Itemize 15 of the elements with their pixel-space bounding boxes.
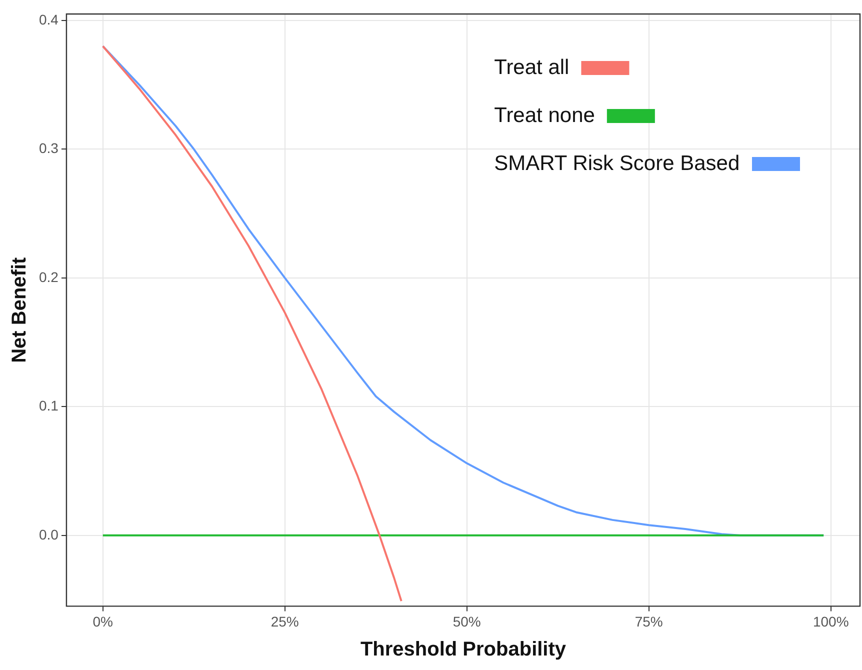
x-axis-title: Threshold Probability bbox=[360, 638, 567, 661]
legend-label: Treat none bbox=[494, 104, 595, 127]
x-tick-label: 25% bbox=[270, 613, 299, 630]
y-tick-label: 0.2 bbox=[38, 268, 59, 285]
x-tick-label: 50% bbox=[452, 613, 481, 630]
x-tick-label: 0% bbox=[92, 613, 113, 630]
x-tick-label: 75% bbox=[634, 613, 663, 630]
legend-label: Treat all bbox=[494, 56, 570, 79]
legend-label: SMART Risk Score Based bbox=[494, 152, 740, 175]
x-tick-label: 100% bbox=[812, 613, 849, 630]
y-tick-label: 0.4 bbox=[38, 11, 59, 28]
y-axis-title: Net Benefit bbox=[8, 256, 31, 363]
y-tick-label: 0.1 bbox=[38, 398, 59, 414]
y-tick-label: 0.3 bbox=[38, 140, 59, 156]
y-tick-label: 0.0 bbox=[38, 526, 59, 542]
